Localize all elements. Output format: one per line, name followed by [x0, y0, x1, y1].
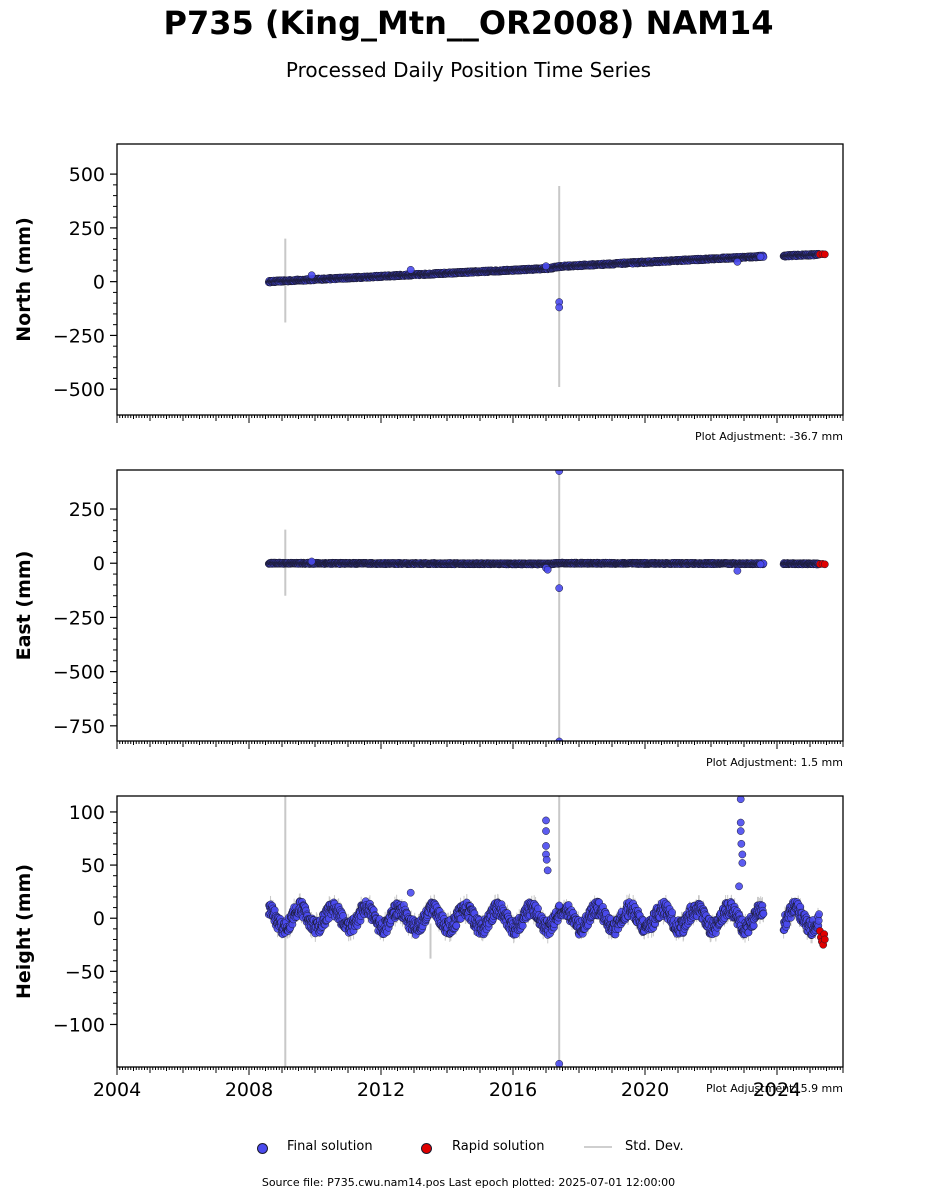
panel-east: 250 0 −250 −500 −750 East (mm) Plot Adjustment… — [13, 469, 844, 769]
chart-subtitle: Processed Daily Position Time Series — [285, 58, 652, 82]
final-point-outlier — [756, 252, 765, 261]
rapid-point — [821, 560, 829, 569]
plot-adjustment-note: Plot Adjustment: 1.5 mm — [706, 756, 843, 769]
final-solution-points — [264, 796, 823, 1067]
y-tick-label: −500 — [53, 662, 105, 684]
final-point-outlier — [307, 557, 316, 566]
y-tick-label: −250 — [53, 325, 105, 347]
y-tick-label: 0 — [93, 553, 105, 575]
y-axis-label: North (mm) — [13, 217, 35, 342]
data-layer — [264, 470, 829, 741]
final-point — [518, 921, 527, 930]
rapid-solution-points — [816, 560, 829, 569]
data-layer — [264, 796, 829, 1067]
final-point-outlier — [307, 271, 316, 280]
final-point-outlier — [555, 303, 564, 312]
final-point-outlier — [542, 262, 550, 271]
panel-frame — [116, 469, 844, 742]
y-tick-label: 0 — [93, 272, 105, 294]
final-point-outlier — [555, 470, 564, 475]
y-axis-label: East (mm) — [13, 551, 35, 661]
panel-north: 500 250 0 −250 −500 North (mm) Plot Adjustment… — [13, 143, 844, 443]
rapid-point — [821, 250, 829, 259]
final-point-outlier — [406, 265, 415, 274]
y-tick-label: −500 — [53, 379, 105, 401]
final-point — [534, 904, 542, 913]
final-point — [452, 921, 461, 930]
chart-title: P735 (King_Mtn__OR2008) NAM14 — [163, 4, 774, 42]
rapid-solution-points — [816, 250, 829, 259]
final-point-outlier — [555, 737, 564, 741]
final-solution-points — [264, 470, 823, 741]
panel-frame — [116, 143, 844, 416]
y-tick-label: 500 — [69, 164, 105, 186]
y-tick-label: −750 — [53, 716, 105, 738]
final-solution-points — [264, 249, 823, 312]
final-point-outlier — [756, 560, 765, 569]
final-point-outlier — [733, 566, 742, 575]
final-point-outlier — [555, 584, 564, 593]
data-layer — [264, 185, 829, 388]
final-point-outlier — [543, 565, 552, 574]
plot-adjustment-note: Plot Adjustment: -36.7 mm — [695, 430, 843, 443]
y-tick-label: 250 — [69, 218, 105, 240]
y-tick-label: 250 — [69, 499, 105, 521]
final-point-outlier — [733, 258, 742, 266]
y-tick-label: −250 — [53, 607, 105, 629]
